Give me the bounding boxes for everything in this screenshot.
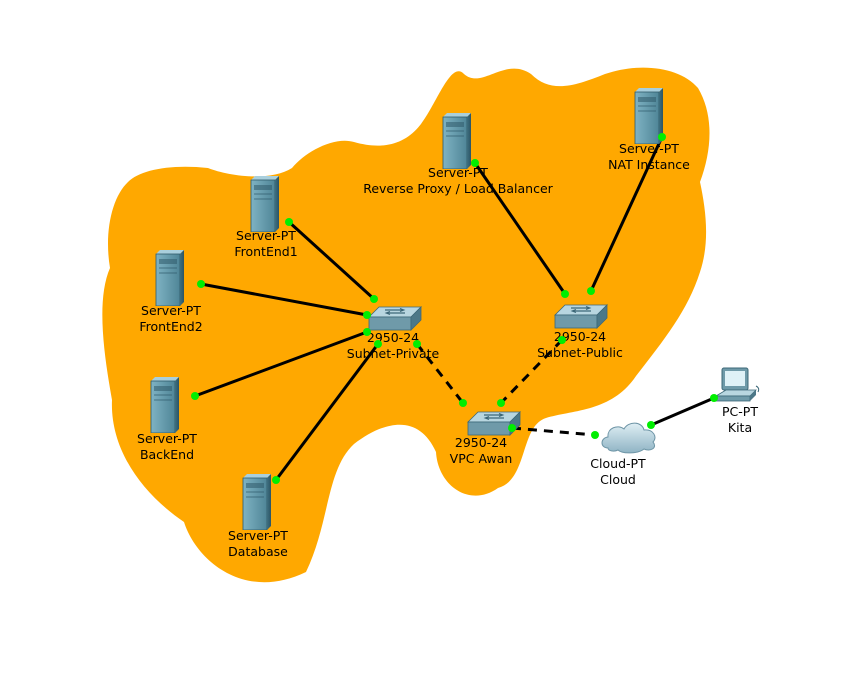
port-dot-sw_private bbox=[370, 295, 378, 303]
server-icon[interactable] bbox=[250, 176, 280, 232]
port-dot-nat bbox=[658, 133, 666, 141]
port-dot-backend bbox=[191, 392, 199, 400]
node-model-label: Server-PT bbox=[236, 228, 296, 243]
port-dot-sw_vpc bbox=[508, 424, 516, 432]
link-frontend2-sw_private bbox=[200, 282, 368, 317]
node-name-label: FrontEnd1 bbox=[234, 244, 297, 259]
link-sw_private-sw_vpc bbox=[415, 343, 465, 404]
port-dot-sw_vpc bbox=[459, 399, 467, 407]
node-model-label: Server-PT bbox=[619, 141, 679, 156]
port-dot-cloud bbox=[647, 421, 655, 429]
node-name-label: FrontEnd2 bbox=[139, 319, 202, 334]
node-model-label: Server-PT bbox=[137, 431, 197, 446]
cloud-icon[interactable] bbox=[601, 422, 656, 454]
node-model-label: Cloud-PT bbox=[590, 456, 646, 471]
port-dot-sw_public bbox=[561, 290, 569, 298]
node-name-label: Kita bbox=[728, 420, 752, 435]
node-name-label: Subnet-Public bbox=[537, 345, 623, 360]
port-dot-proxy bbox=[471, 159, 479, 167]
link-backend-sw_private bbox=[194, 330, 368, 398]
node-model-label: 2950-24 bbox=[455, 435, 507, 450]
port-dot-sw_public bbox=[587, 287, 595, 295]
node-model-label: Server-PT bbox=[141, 303, 201, 318]
port-dot-sw_public bbox=[558, 336, 566, 344]
link-proxy-sw_public bbox=[473, 162, 567, 295]
link-frontend1-sw_private bbox=[287, 220, 376, 301]
server-icon[interactable] bbox=[242, 474, 272, 530]
port-dot-sw_private bbox=[413, 340, 421, 348]
port-dot-frontend1 bbox=[285, 218, 293, 226]
node-name-label: NAT Instance bbox=[608, 157, 690, 172]
node-name-label: Reverse Proxy / Load Balancer bbox=[363, 181, 553, 196]
port-dot-database bbox=[272, 476, 280, 484]
port-dot-frontend2 bbox=[197, 280, 205, 288]
switch-icon[interactable] bbox=[368, 306, 422, 331]
port-dot-sw_private bbox=[363, 328, 371, 336]
node-model-label: Server-PT bbox=[428, 165, 488, 180]
port-dot-sw_vpc bbox=[497, 399, 505, 407]
node-name-label: Database bbox=[228, 544, 288, 559]
node-name-label: Subnet-Private bbox=[347, 346, 440, 361]
node-model-label: PC-PT bbox=[722, 404, 758, 419]
node-model-label: 2950-24 bbox=[554, 329, 606, 344]
server-icon[interactable] bbox=[155, 250, 185, 306]
server-icon[interactable] bbox=[150, 377, 180, 433]
pc-icon[interactable] bbox=[716, 367, 760, 402]
link-database-sw_private bbox=[274, 343, 380, 481]
server-icon[interactable] bbox=[442, 113, 472, 169]
node-name-label: VPC Awan bbox=[450, 451, 513, 466]
port-dot-sw_private bbox=[374, 340, 382, 348]
link-sw_vpc-cloud bbox=[511, 426, 596, 437]
port-dot-sw_private bbox=[363, 311, 371, 319]
port-dot-cloud bbox=[591, 431, 599, 439]
switch-icon[interactable] bbox=[554, 304, 608, 329]
port-dot-pc bbox=[710, 394, 718, 402]
node-model-label: Server-PT bbox=[228, 528, 288, 543]
node-name-label: Cloud bbox=[600, 472, 636, 487]
node-name-label: BackEnd bbox=[140, 447, 194, 462]
link-nat-sw_public bbox=[589, 136, 664, 292]
link-cloud-pc bbox=[650, 396, 715, 427]
